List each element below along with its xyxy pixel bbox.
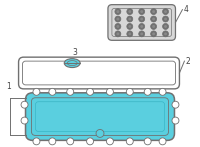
Circle shape	[151, 9, 157, 15]
Circle shape	[159, 138, 166, 145]
Circle shape	[163, 9, 169, 15]
Circle shape	[67, 88, 74, 95]
Circle shape	[128, 32, 131, 35]
Circle shape	[144, 138, 151, 145]
Circle shape	[140, 32, 143, 35]
Circle shape	[128, 17, 131, 20]
Circle shape	[151, 16, 157, 22]
Circle shape	[33, 88, 40, 95]
Circle shape	[139, 9, 145, 15]
Circle shape	[139, 31, 145, 37]
FancyBboxPatch shape	[112, 9, 172, 36]
Circle shape	[106, 138, 113, 145]
Circle shape	[128, 25, 131, 28]
Circle shape	[116, 10, 119, 13]
Circle shape	[152, 32, 155, 35]
Circle shape	[115, 31, 121, 37]
Circle shape	[126, 138, 133, 145]
Circle shape	[21, 101, 28, 108]
Circle shape	[115, 9, 121, 15]
Circle shape	[140, 17, 143, 20]
Circle shape	[152, 10, 155, 13]
Circle shape	[106, 88, 113, 95]
Circle shape	[116, 32, 119, 35]
Circle shape	[163, 16, 169, 22]
Circle shape	[67, 138, 74, 145]
Circle shape	[140, 25, 143, 28]
Circle shape	[127, 24, 133, 29]
Circle shape	[115, 24, 121, 29]
Circle shape	[87, 88, 94, 95]
Circle shape	[164, 10, 167, 13]
Circle shape	[159, 88, 166, 95]
Circle shape	[127, 31, 133, 37]
Circle shape	[151, 24, 157, 29]
Text: 2: 2	[185, 57, 190, 66]
Circle shape	[164, 32, 167, 35]
Circle shape	[49, 88, 56, 95]
Circle shape	[139, 16, 145, 22]
Circle shape	[127, 16, 133, 22]
Circle shape	[126, 88, 133, 95]
FancyBboxPatch shape	[35, 102, 165, 131]
Circle shape	[164, 25, 167, 28]
FancyBboxPatch shape	[26, 93, 174, 140]
Text: 3: 3	[72, 48, 77, 57]
Circle shape	[164, 17, 167, 20]
Ellipse shape	[64, 59, 80, 68]
Circle shape	[33, 138, 40, 145]
Circle shape	[152, 25, 155, 28]
Text: 1: 1	[6, 82, 11, 91]
Circle shape	[163, 31, 169, 37]
Circle shape	[115, 16, 121, 22]
FancyBboxPatch shape	[31, 98, 169, 135]
Circle shape	[140, 10, 143, 13]
FancyBboxPatch shape	[108, 5, 175, 40]
Circle shape	[151, 31, 157, 37]
Circle shape	[163, 24, 169, 29]
Circle shape	[116, 17, 119, 20]
Circle shape	[139, 24, 145, 29]
Circle shape	[21, 117, 28, 124]
Circle shape	[172, 117, 179, 124]
Circle shape	[116, 25, 119, 28]
Circle shape	[128, 10, 131, 13]
Circle shape	[96, 130, 104, 137]
Circle shape	[87, 138, 94, 145]
Circle shape	[172, 101, 179, 108]
Circle shape	[49, 138, 56, 145]
Circle shape	[127, 9, 133, 15]
Circle shape	[144, 88, 151, 95]
Text: 4: 4	[183, 5, 188, 14]
Circle shape	[152, 17, 155, 20]
